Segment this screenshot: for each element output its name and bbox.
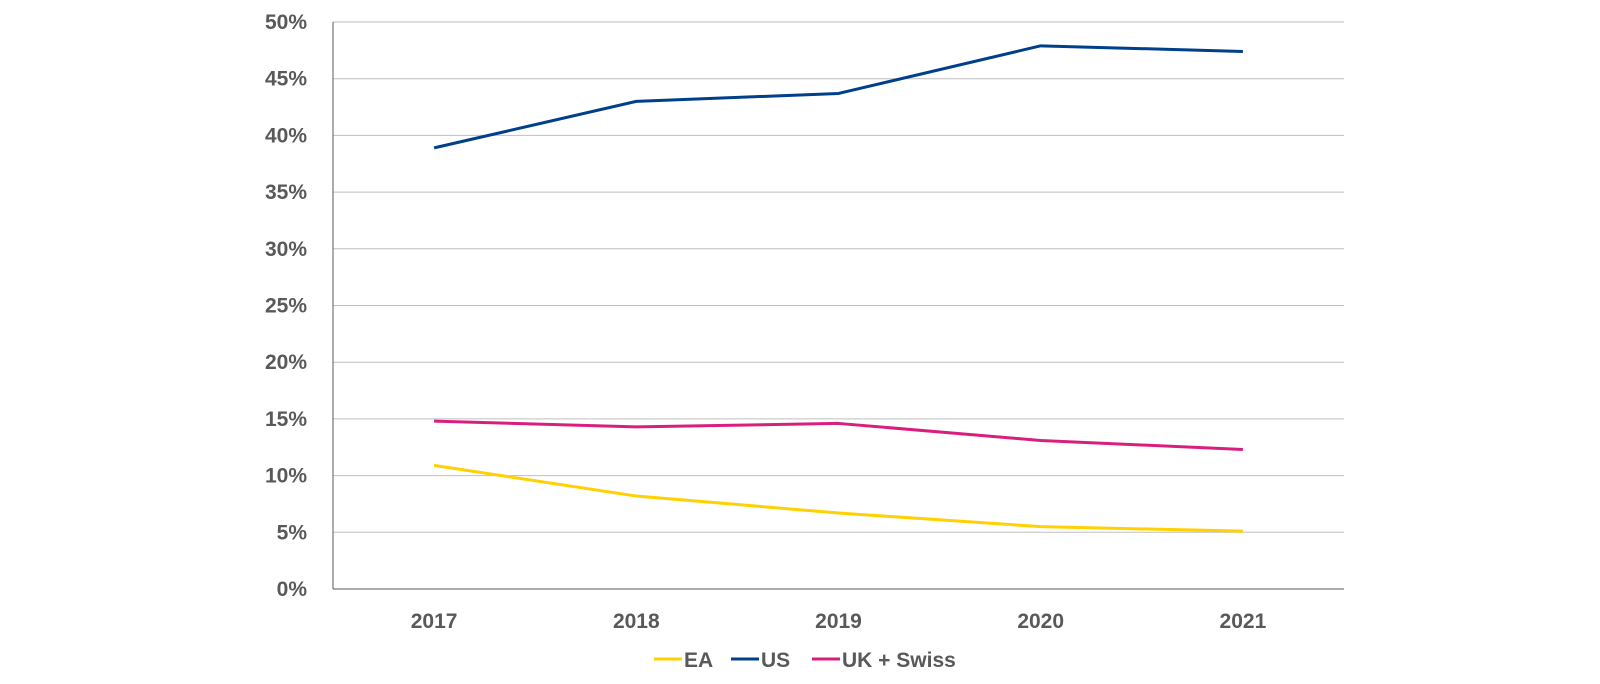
x-tick-label: 2017: [411, 610, 458, 633]
legend-label-uk-swiss: UK + Swiss: [842, 649, 956, 672]
series-line-ea: [433, 463, 1243, 533]
y-tick-label: 50%: [265, 11, 307, 34]
y-tick-label: 5%: [277, 521, 308, 544]
series-line-us: [433, 44, 1243, 150]
series-lines: [433, 44, 1243, 533]
y-tick-label: 10%: [265, 465, 307, 488]
y-tick-label: 0%: [277, 578, 308, 601]
y-tick-label: 40%: [265, 124, 307, 147]
y-tick-label: 30%: [265, 238, 307, 261]
x-tick-label: 2019: [815, 610, 862, 633]
y-tick-label: 35%: [265, 181, 307, 204]
legend-label-ea: EA: [684, 649, 713, 672]
y-tick-label: 25%: [265, 295, 307, 318]
x-tick-label: 2020: [1017, 610, 1064, 633]
y-tick-label: 20%: [265, 351, 307, 374]
legend-label-us: US: [761, 649, 790, 672]
x-tick-label: 2021: [1220, 610, 1267, 633]
series-line-uk-swiss: [434, 419, 1243, 452]
y-axis-ticks: 0% 5% 10% 15% 20% 25% 30% 35% 40% 45% 50%: [265, 11, 307, 601]
y-tick-label: 45%: [265, 68, 307, 91]
legend: EA US UK + Swiss: [654, 649, 956, 672]
x-tick-label: 2018: [613, 610, 660, 633]
x-axis-ticks: 2017 2018 2019 2020 2021: [411, 610, 1267, 633]
grid-lines: [333, 21, 1344, 533]
y-tick-label: 15%: [265, 408, 307, 431]
